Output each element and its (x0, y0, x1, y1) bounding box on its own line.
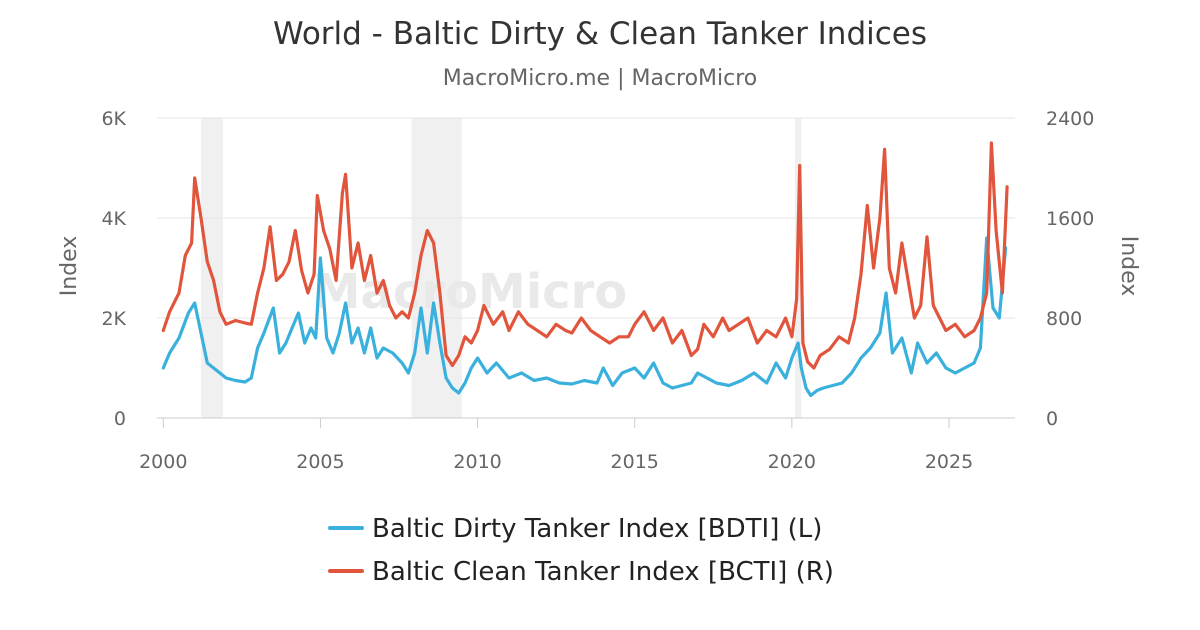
x-axis-ticks: 2000 2005 2010 2015 2020 2025 (139, 418, 973, 473)
right-tick-label-3: 2400 (1046, 108, 1094, 130)
chart-subtitle: MacroMicro.me | MacroMicro (443, 66, 758, 91)
left-tick-label-2: 4K (101, 208, 126, 230)
chart-title: World - Baltic Dirty & Clean Tanker Indi… (273, 16, 927, 52)
legend-item-bcti[interactable]: Baltic Clean Tanker Index [BCTI] (R) (328, 557, 834, 587)
x-tick-label-3: 2015 (611, 451, 659, 473)
right-tick-label-1: 800 (1046, 308, 1082, 330)
legend-label-bdti: Baltic Dirty Tanker Index [BDTI] (L) (372, 514, 822, 544)
x-tick-label-0: 2000 (139, 451, 187, 473)
left-axis-title: Index (57, 236, 82, 297)
x-tick-label-4: 2020 (768, 451, 816, 473)
left-tick-label-3: 6K (101, 108, 126, 130)
left-tick-label-0: 0 (114, 408, 126, 430)
right-axis-ticks: 0 800 1600 2400 (1046, 108, 1094, 430)
left-axis-ticks: 0 2K 4K 6K (101, 108, 126, 430)
series-line-1 (161, 141, 1009, 370)
series-line-0 (161, 236, 1008, 398)
legend-label-bcti: Baltic Clean Tanker Index [BCTI] (R) (372, 557, 834, 587)
legend[interactable]: Baltic Dirty Tanker Index [BDTI] (L) Bal… (328, 514, 834, 587)
right-tick-label-0: 0 (1046, 408, 1058, 430)
x-tick-label-1: 2005 (296, 451, 344, 473)
shaded-period-0 (201, 118, 223, 418)
x-tick-label-5: 2025 (925, 451, 973, 473)
x-tick-label-2: 2010 (453, 451, 501, 473)
right-tick-label-2: 1600 (1046, 208, 1094, 230)
watermark-text: MacroMicro (313, 264, 628, 320)
right-axis-title: Index (1116, 236, 1141, 297)
left-tick-label-1: 2K (101, 308, 126, 330)
legend-item-bdti[interactable]: Baltic Dirty Tanker Index [BDTI] (L) (328, 514, 822, 544)
series-lines (161, 141, 1009, 398)
